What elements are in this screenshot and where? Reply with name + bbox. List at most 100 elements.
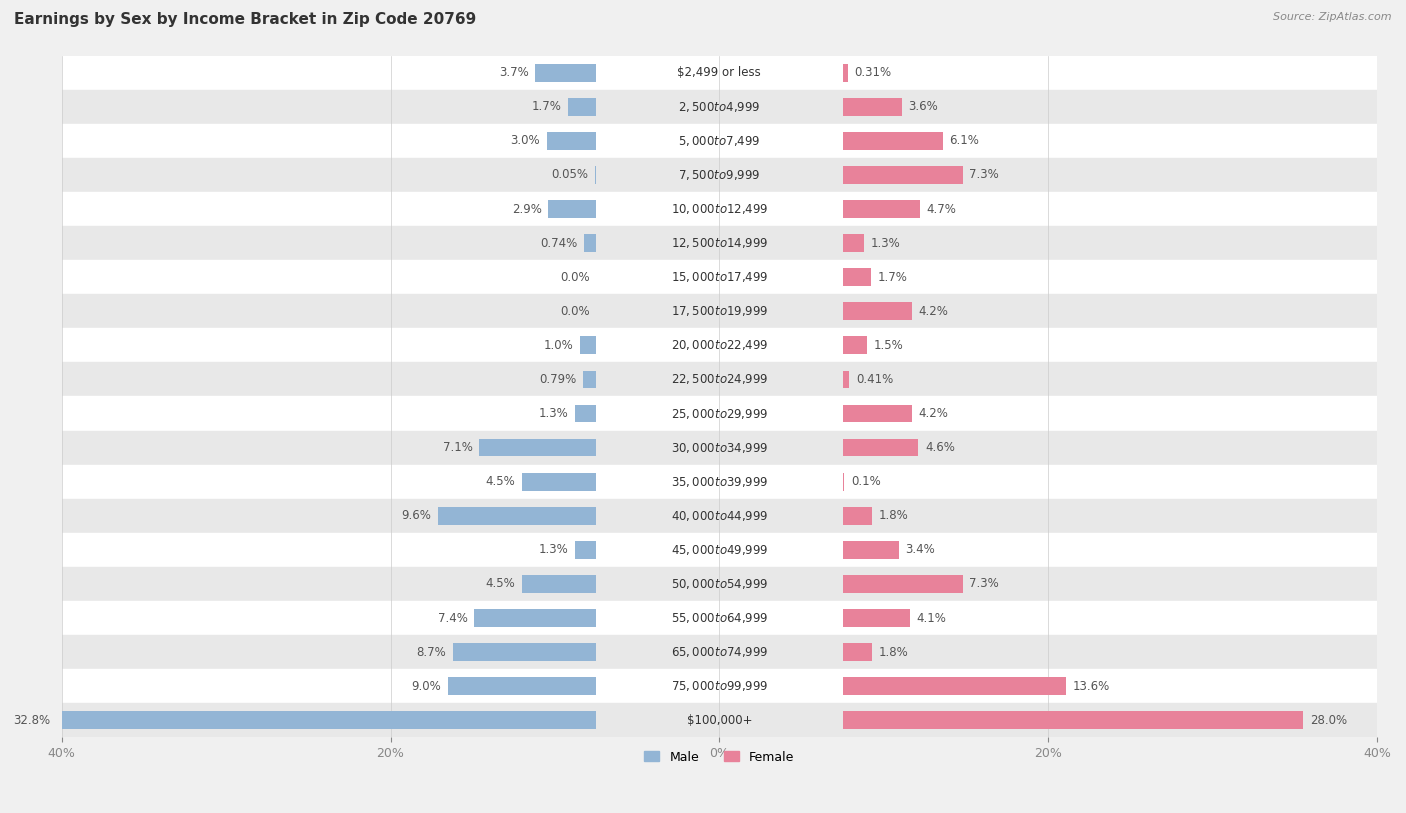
Text: $17,500 to $19,999: $17,500 to $19,999 <box>671 304 768 318</box>
Text: 32.8%: 32.8% <box>13 714 51 727</box>
Bar <box>62 635 1376 669</box>
Text: 0.05%: 0.05% <box>551 168 589 181</box>
Bar <box>62 465 1376 498</box>
Bar <box>62 124 1376 158</box>
Text: 4.5%: 4.5% <box>485 577 516 590</box>
Bar <box>842 302 911 320</box>
Text: $65,000 to $74,999: $65,000 to $74,999 <box>671 645 768 659</box>
Bar <box>62 89 1376 124</box>
Bar <box>547 132 596 150</box>
Text: 0.0%: 0.0% <box>560 305 589 318</box>
Text: $25,000 to $29,999: $25,000 to $29,999 <box>671 406 768 420</box>
Bar <box>62 363 1376 397</box>
Bar <box>536 64 596 81</box>
Bar <box>583 371 596 389</box>
Text: 4.7%: 4.7% <box>927 202 956 215</box>
Text: 4.2%: 4.2% <box>918 305 948 318</box>
Text: $35,000 to $39,999: $35,000 to $39,999 <box>671 475 768 489</box>
Text: 1.3%: 1.3% <box>538 543 568 556</box>
Bar <box>842 506 872 524</box>
Text: 7.4%: 7.4% <box>437 611 468 624</box>
Text: 9.6%: 9.6% <box>402 509 432 522</box>
Text: 7.1%: 7.1% <box>443 441 472 454</box>
Bar <box>842 234 865 252</box>
Text: 6.1%: 6.1% <box>949 134 980 147</box>
Text: 7.3%: 7.3% <box>969 168 1000 181</box>
Bar <box>842 609 910 627</box>
Text: 2.9%: 2.9% <box>512 202 541 215</box>
Text: $2,499 or less: $2,499 or less <box>678 66 761 79</box>
Text: 1.8%: 1.8% <box>879 509 908 522</box>
Bar <box>842 541 898 559</box>
Text: 1.3%: 1.3% <box>870 237 900 250</box>
Text: $2,500 to $4,999: $2,500 to $4,999 <box>678 100 761 114</box>
Text: 7.3%: 7.3% <box>969 577 1000 590</box>
Bar <box>56 711 596 729</box>
Bar <box>842 677 1066 695</box>
Bar <box>62 328 1376 363</box>
Bar <box>62 397 1376 431</box>
Bar <box>842 132 943 150</box>
Bar <box>62 55 1376 89</box>
Text: $40,000 to $44,999: $40,000 to $44,999 <box>671 509 768 523</box>
Text: $30,000 to $34,999: $30,000 to $34,999 <box>671 441 768 454</box>
Bar <box>62 294 1376 328</box>
Bar <box>522 473 596 490</box>
Bar <box>62 669 1376 703</box>
Bar <box>522 575 596 593</box>
Text: 4.1%: 4.1% <box>917 611 946 624</box>
Bar <box>842 166 963 184</box>
Text: $55,000 to $64,999: $55,000 to $64,999 <box>671 611 768 625</box>
Bar <box>583 234 596 252</box>
Bar <box>579 337 596 354</box>
Bar <box>842 439 918 456</box>
Text: 4.5%: 4.5% <box>485 475 516 488</box>
Text: $50,000 to $54,999: $50,000 to $54,999 <box>671 577 768 591</box>
Bar <box>842 643 872 661</box>
Bar <box>62 567 1376 601</box>
Bar <box>62 601 1376 635</box>
Text: 1.7%: 1.7% <box>531 100 561 113</box>
Bar <box>62 703 1376 737</box>
Bar <box>62 533 1376 567</box>
Text: 4.6%: 4.6% <box>925 441 955 454</box>
Bar <box>479 439 596 456</box>
Text: 13.6%: 13.6% <box>1073 680 1111 693</box>
Text: $7,500 to $9,999: $7,500 to $9,999 <box>678 168 761 182</box>
Text: $5,000 to $7,499: $5,000 to $7,499 <box>678 134 761 148</box>
Bar <box>62 226 1376 260</box>
Bar <box>474 609 596 627</box>
Text: $75,000 to $99,999: $75,000 to $99,999 <box>671 679 768 693</box>
Bar <box>842 98 901 115</box>
Bar <box>62 498 1376 533</box>
Bar <box>575 541 596 559</box>
Text: 0.41%: 0.41% <box>856 373 893 386</box>
Text: $12,500 to $14,999: $12,500 to $14,999 <box>671 236 768 250</box>
Bar <box>842 405 911 423</box>
Text: $10,000 to $12,499: $10,000 to $12,499 <box>671 202 768 216</box>
Text: 3.0%: 3.0% <box>510 134 540 147</box>
Text: 0.74%: 0.74% <box>540 237 578 250</box>
Bar <box>842 337 868 354</box>
Text: 0.79%: 0.79% <box>540 373 576 386</box>
Bar <box>842 64 848 81</box>
Text: Earnings by Sex by Income Bracket in Zip Code 20769: Earnings by Sex by Income Bracket in Zip… <box>14 12 477 27</box>
Bar <box>842 268 870 286</box>
Legend: Male, Female: Male, Female <box>640 746 800 768</box>
Text: $100,000+: $100,000+ <box>686 714 752 727</box>
Bar <box>62 431 1376 465</box>
Bar <box>842 371 849 389</box>
Bar <box>575 405 596 423</box>
Text: 1.3%: 1.3% <box>538 407 568 420</box>
Text: 4.2%: 4.2% <box>918 407 948 420</box>
Bar <box>62 158 1376 192</box>
Text: 0.1%: 0.1% <box>851 475 880 488</box>
Bar <box>842 575 963 593</box>
Text: 3.6%: 3.6% <box>908 100 938 113</box>
Text: 0.31%: 0.31% <box>855 66 891 79</box>
Text: $20,000 to $22,499: $20,000 to $22,499 <box>671 338 768 352</box>
Text: 1.7%: 1.7% <box>877 271 907 284</box>
Bar <box>842 711 1303 729</box>
Text: 1.8%: 1.8% <box>879 646 908 659</box>
Bar <box>568 98 596 115</box>
